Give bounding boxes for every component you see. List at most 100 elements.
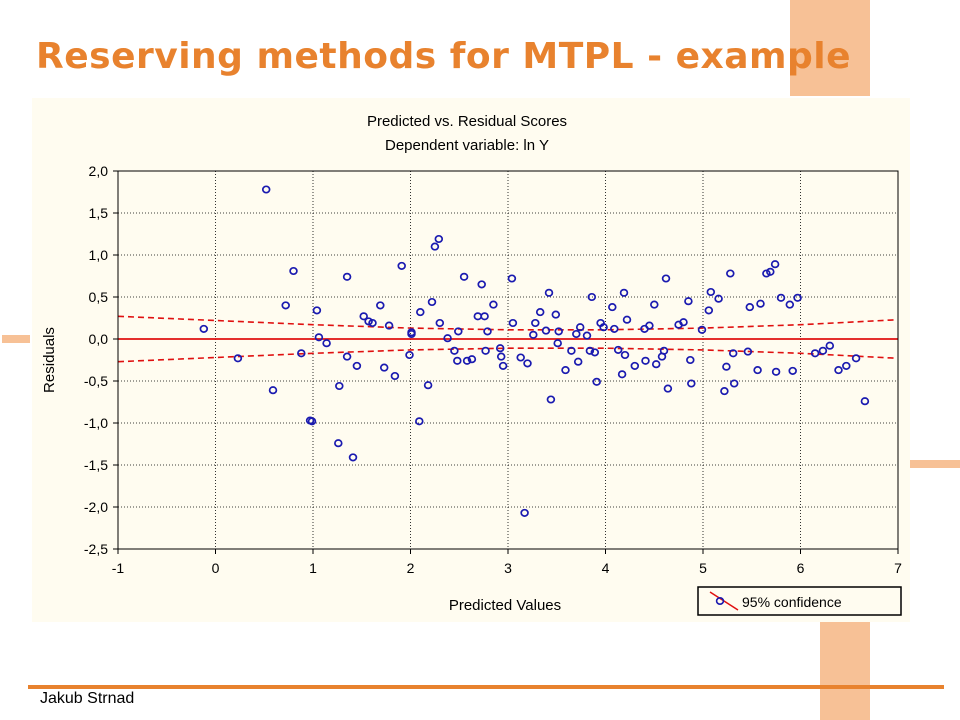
x-tick-label: 6 bbox=[797, 560, 805, 576]
confidence-lower-line bbox=[117, 347, 899, 363]
data-point bbox=[453, 356, 462, 365]
data-point bbox=[661, 274, 671, 283]
data-point bbox=[483, 327, 492, 336]
y-tick-label: 0,5 bbox=[89, 289, 109, 305]
y-tick-label: 1,5 bbox=[89, 205, 109, 221]
data-point bbox=[523, 359, 532, 368]
data-point bbox=[582, 331, 592, 340]
data-point bbox=[776, 293, 786, 302]
data-point bbox=[322, 339, 331, 348]
data-point bbox=[415, 417, 424, 426]
data-point bbox=[507, 274, 517, 283]
data-point bbox=[659, 346, 669, 355]
data-point bbox=[498, 361, 508, 370]
data-point bbox=[546, 395, 556, 404]
legend-label: 95% confidence bbox=[742, 594, 842, 610]
data-point bbox=[407, 329, 416, 339]
data-point bbox=[199, 324, 209, 333]
x-tick-label: 5 bbox=[699, 560, 707, 576]
data-point bbox=[785, 300, 795, 309]
confidence-band bbox=[117, 315, 899, 363]
chart-panel: Predicted vs. Residual Scores Dependent … bbox=[32, 98, 910, 622]
author-name: Jakub Strnad bbox=[40, 690, 135, 707]
footer-divider bbox=[28, 685, 944, 689]
data-point bbox=[334, 439, 343, 448]
data-point bbox=[590, 348, 600, 357]
y-tick-label: -0,5 bbox=[84, 373, 108, 389]
data-point bbox=[423, 381, 433, 390]
data-point bbox=[379, 363, 389, 372]
data-point bbox=[651, 360, 661, 369]
data-point bbox=[617, 370, 627, 379]
x-tick-label: 2 bbox=[407, 560, 415, 576]
data-point bbox=[622, 315, 632, 324]
data-point bbox=[567, 346, 576, 355]
y-tick-label: 2,0 bbox=[89, 163, 109, 179]
x-tick-label: 1 bbox=[309, 560, 317, 576]
data-point bbox=[722, 362, 731, 371]
data-point bbox=[450, 346, 459, 355]
data-point bbox=[561, 366, 570, 375]
data-point bbox=[684, 297, 693, 306]
data-point bbox=[726, 269, 735, 278]
data-point bbox=[592, 377, 601, 386]
data-point bbox=[788, 366, 797, 375]
data-point bbox=[714, 294, 723, 303]
data-point bbox=[687, 379, 696, 388]
data-point bbox=[516, 353, 525, 362]
data-point bbox=[599, 323, 608, 332]
data-point bbox=[663, 384, 673, 393]
data-point bbox=[342, 272, 352, 281]
data-point bbox=[619, 288, 629, 297]
data-point bbox=[810, 349, 820, 358]
data-point bbox=[745, 303, 755, 312]
data-point bbox=[531, 318, 540, 328]
x-tick-label: 7 bbox=[894, 560, 902, 576]
data-point bbox=[427, 297, 437, 307]
data-point bbox=[650, 300, 659, 309]
data-point bbox=[756, 299, 765, 308]
legend-box bbox=[697, 586, 902, 616]
x-tick-label: 4 bbox=[602, 560, 610, 576]
data-point bbox=[473, 312, 483, 321]
data-point bbox=[390, 371, 400, 381]
x-tick-label: -1 bbox=[112, 560, 125, 576]
data-point bbox=[753, 366, 762, 375]
data-point bbox=[477, 280, 486, 289]
y-tick-label: -2,0 bbox=[84, 499, 108, 515]
data-point bbox=[825, 341, 835, 350]
legend-point-swatch bbox=[715, 596, 725, 605]
decor-dash-left bbox=[2, 335, 30, 343]
data-point bbox=[520, 508, 529, 517]
data-point bbox=[430, 242, 440, 251]
data-point bbox=[851, 354, 861, 363]
x-tick-label: 3 bbox=[504, 560, 512, 576]
data-point bbox=[434, 234, 444, 244]
data-point bbox=[554, 327, 563, 336]
data-point bbox=[686, 355, 695, 365]
chart-subtitle: Dependent variable: ln Y bbox=[385, 137, 549, 154]
y-axis-label: Residuals bbox=[41, 327, 58, 393]
confidence-upper-line bbox=[117, 315, 899, 331]
data-point bbox=[697, 325, 707, 334]
legend: 95% confidence bbox=[697, 586, 902, 616]
y-tick-labels: 2,0 1,5 1,0 0,5 0,0 -0,5 -1,0 -1,5 -2,0 -2,5 bbox=[84, 163, 118, 557]
data-point bbox=[462, 356, 472, 365]
data-point bbox=[551, 310, 561, 319]
data-point bbox=[766, 267, 775, 276]
data-point bbox=[620, 350, 630, 360]
data-point bbox=[268, 386, 278, 395]
data-point bbox=[416, 308, 425, 317]
scatter-chart: Predicted vs. Residual Scores Dependent … bbox=[41, 113, 902, 616]
data-point bbox=[645, 321, 654, 330]
data-point bbox=[314, 333, 324, 342]
chart-title: Predicted vs. Residual Scores bbox=[367, 113, 567, 130]
data-point bbox=[720, 387, 729, 396]
data-point bbox=[613, 345, 623, 354]
data-point bbox=[541, 326, 551, 335]
data-point bbox=[384, 321, 394, 330]
decor-bar-bottom-right bbox=[820, 622, 870, 720]
data-point bbox=[352, 361, 362, 370]
data-point bbox=[297, 349, 306, 358]
x-tick-label: 0 bbox=[212, 560, 220, 576]
